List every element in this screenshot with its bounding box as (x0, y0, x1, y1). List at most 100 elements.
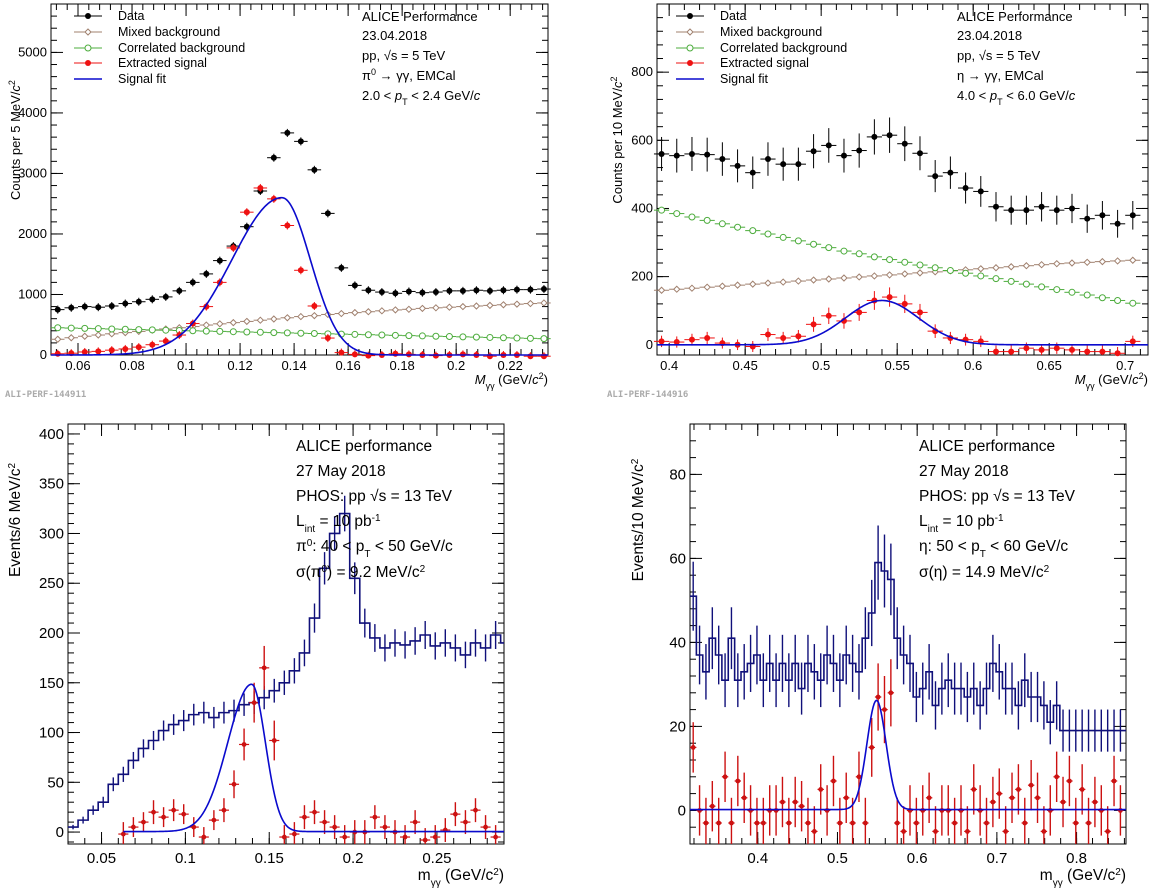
data-point (378, 331, 386, 339)
data-point (162, 326, 170, 334)
data-point (840, 152, 847, 159)
data-point (378, 289, 385, 296)
data-point (856, 147, 863, 154)
data-point (342, 834, 348, 840)
data-point (1053, 207, 1060, 214)
legend-item-correlated-background: Correlated background (676, 41, 847, 55)
data-point (1084, 348, 1091, 355)
y-tick-label: 80 (669, 466, 686, 483)
data-point (121, 325, 129, 333)
data-point (741, 795, 747, 801)
data-point (901, 258, 909, 266)
data-point (201, 834, 207, 840)
data-point (171, 807, 177, 813)
data-point (68, 304, 75, 311)
data-point (432, 332, 440, 340)
data-point (302, 814, 307, 820)
data-point (486, 301, 494, 310)
data-point (1041, 829, 1047, 834)
data-point (149, 341, 156, 348)
data-point (216, 257, 223, 264)
data-point (773, 808, 779, 813)
x-tick-label: 0.05 (87, 850, 116, 867)
data-point (151, 809, 156, 815)
data-point (1037, 260, 1046, 269)
info-text: ALICE Performance 23.04.2018 pp, √s = 5 … (957, 9, 1076, 107)
data-point (513, 334, 521, 342)
svg-text:4.0 < pT < 6.0 GeV/c: 4.0 < pT < 6.0 GeV/c (957, 88, 1076, 107)
data-point (445, 333, 453, 341)
data-point (297, 329, 305, 337)
data-point (916, 261, 924, 269)
data-point (229, 328, 237, 336)
data-point (1053, 345, 1060, 352)
x-tick-label: 0.1 (175, 850, 196, 867)
data-point (840, 274, 848, 282)
svg-text:Events/10 MeV/c2: Events/10 MeV/c2 (630, 458, 648, 581)
data-point (372, 814, 378, 820)
data-point (291, 831, 297, 837)
data-marks (51, 128, 551, 360)
data-point (241, 742, 247, 747)
x-tick-label: 0.08 (119, 358, 144, 373)
y-tick-label: 400 (631, 200, 653, 215)
data-point (1068, 205, 1075, 212)
data-point (749, 227, 757, 235)
data-point (338, 349, 345, 356)
fit-curve (690, 699, 1126, 811)
data-point (1023, 345, 1030, 352)
legend-item-data: Data (74, 9, 144, 23)
data-point (1099, 348, 1106, 355)
info-text: ALICE performance 27 May 2018 PHOS: pp √… (919, 438, 1076, 581)
data-point (1099, 212, 1106, 219)
data-point (871, 133, 878, 140)
data-point (1098, 294, 1106, 302)
data-point (764, 331, 771, 338)
data-point (216, 320, 224, 328)
data-point (1054, 774, 1060, 780)
data-point (733, 281, 742, 289)
x-ticks: 0.05 0.1 0.15 0.2 0.25 (67, 424, 505, 867)
legend-item-extracted-signal: Extracted signal (74, 56, 207, 70)
data-point (422, 837, 428, 843)
data-point (764, 230, 772, 238)
data-point (825, 275, 833, 283)
svg-text:23.04.2018: 23.04.2018 (957, 28, 1022, 43)
data-point (418, 332, 426, 340)
data-point (493, 834, 499, 840)
data-point (901, 140, 908, 147)
x-tick-label: 0.1 (177, 358, 195, 373)
data-point (324, 335, 331, 342)
data-point (855, 250, 863, 258)
data-point (261, 665, 267, 671)
data-point (824, 808, 830, 813)
data-point (1118, 808, 1123, 813)
data-point (402, 834, 408, 840)
data-point (1053, 286, 1061, 294)
data-point (703, 216, 711, 224)
data-point (108, 330, 116, 338)
data-point (990, 799, 996, 805)
svg-text:ALICE Performance: ALICE Performance (362, 9, 478, 24)
y-tick-label: 200 (39, 625, 64, 642)
y-axis-label: Events/10 MeV/c2 (630, 458, 648, 581)
data-point (418, 304, 427, 313)
x-tick-label: 0.25 (422, 850, 451, 867)
data-point (764, 279, 772, 287)
data-point (729, 820, 734, 826)
data-point (94, 325, 102, 333)
data-point (365, 287, 372, 294)
data-point (283, 314, 292, 322)
data-point (311, 166, 318, 173)
data-point (540, 299, 548, 307)
x-axis-label: mγγ (GeV/c2) (418, 867, 504, 889)
data-point (526, 334, 534, 342)
data-point (486, 333, 494, 341)
data-point (916, 309, 923, 316)
x-axis-label: Mγγ (GeV/c2) (1075, 371, 1148, 391)
data-point (459, 333, 467, 341)
figure-tag: ALI-PERF-144911 (5, 390, 86, 400)
data-point (1073, 820, 1079, 826)
data-point (499, 334, 507, 342)
